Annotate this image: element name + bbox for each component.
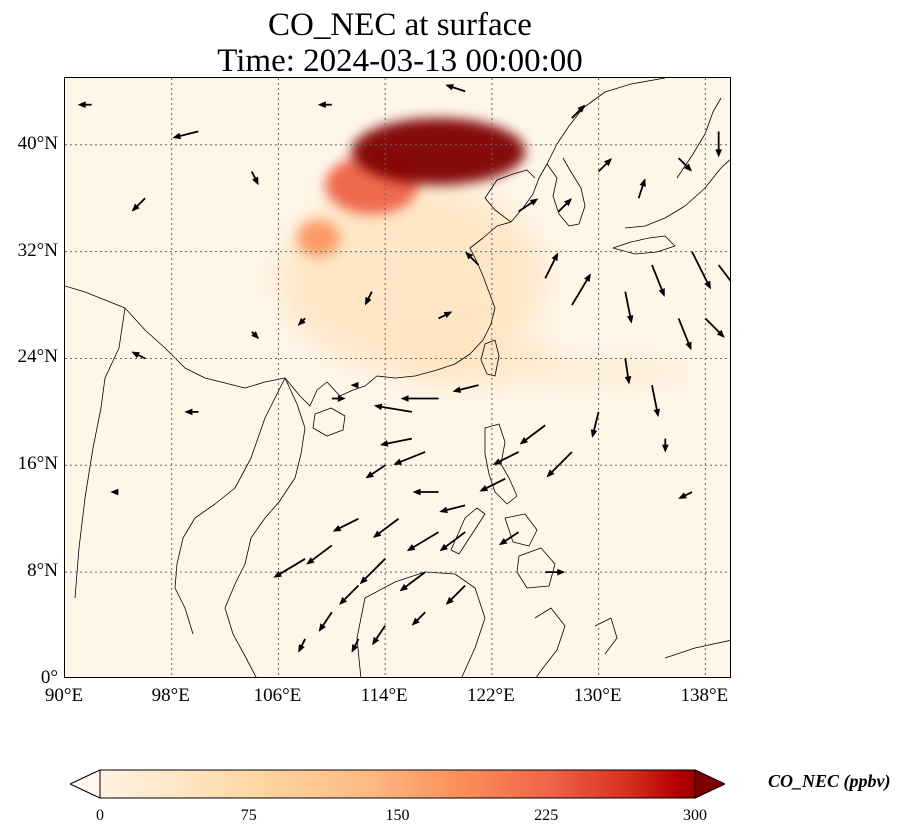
wind-arrow	[399, 571, 426, 592]
wind-arrow	[250, 171, 259, 186]
wind-arrow	[465, 251, 480, 266]
wind-arrow	[590, 411, 600, 438]
wind-arrow	[411, 611, 426, 626]
wind-arrow	[691, 251, 711, 290]
wind-arrow	[297, 317, 306, 326]
colorbar-tick-label: 225	[534, 807, 559, 824]
wind-arrow	[364, 291, 373, 306]
wind-arrow	[637, 178, 646, 199]
wind-arrow	[372, 518, 400, 538]
wind-arrow	[445, 584, 466, 605]
wind-arrow	[571, 104, 586, 119]
wind-arrow	[452, 384, 479, 393]
lat-tick-label: 0°	[40, 667, 58, 688]
map-canvas	[65, 78, 730, 677]
colorbar-label: CO_NEC (ppbv)	[768, 771, 891, 791]
coastlines	[65, 78, 730, 677]
wind-arrow	[317, 101, 332, 109]
wind-arrow	[379, 437, 413, 447]
lat-tick-label: 24°N	[17, 346, 58, 368]
graticule	[65, 78, 730, 677]
wind-arrow	[365, 464, 386, 479]
lon-tick-label: 122°E	[467, 685, 515, 706]
wind-arrow	[131, 351, 146, 360]
wind-arrow	[624, 358, 632, 385]
wind-arrow	[479, 477, 506, 492]
wind-arrow	[393, 451, 426, 465]
wind-arrow	[651, 264, 665, 297]
wind-arrow	[359, 558, 386, 585]
wind-arrow	[498, 531, 520, 546]
wind-arrow	[518, 198, 539, 213]
wind-arrow	[439, 531, 466, 552]
wind-arrow	[651, 385, 661, 418]
lon-tick-label: 98°E	[151, 685, 190, 706]
wind-arrow	[678, 157, 693, 172]
wind-arrow	[492, 451, 519, 465]
wind-arrow	[544, 252, 559, 279]
wind-arrow	[662, 438, 669, 453]
wind-arrow	[406, 531, 439, 552]
wind-arrow	[77, 101, 92, 109]
wind-arrow	[571, 273, 591, 306]
lat-tick-label: 8°N	[27, 560, 58, 582]
wind-arrow	[704, 317, 725, 338]
colorbar-gradient	[68, 769, 727, 799]
wind-arrow	[597, 158, 613, 173]
map-panel	[64, 77, 731, 678]
wind-arrow	[439, 504, 466, 514]
plume-pacific-band	[531, 358, 692, 386]
wind-arrow	[624, 291, 634, 324]
wind-arrow	[184, 408, 199, 416]
lat-tick-label: 16°N	[17, 453, 58, 475]
wind-arrow	[717, 264, 730, 282]
colorbar-tick-label: 75	[240, 807, 257, 824]
wind-arrow	[546, 451, 573, 478]
colorbar-tick-label: 300	[683, 807, 707, 824]
lat-tick-label: 32°N	[17, 239, 58, 261]
lat-tick-label: 40°N	[17, 132, 58, 154]
wind-arrow	[251, 331, 260, 340]
lon-tick-label: 90°E	[44, 685, 84, 706]
wind-arrow	[306, 544, 333, 565]
wind-arrow	[412, 488, 439, 496]
map-title: CO_NEC at surface	[268, 7, 532, 43]
lon-tick-label: 138°E	[680, 685, 729, 706]
wind-arrow	[715, 131, 722, 158]
wind-vectors	[77, 84, 730, 653]
wind-arrow	[298, 638, 306, 653]
wind-arrow	[545, 568, 566, 576]
wind-arrow	[400, 395, 439, 402]
colorbar-tick-label: 0	[96, 807, 104, 824]
wind-arrow	[445, 84, 466, 93]
lon-tick-label: 106°E	[253, 685, 302, 706]
wind-arrow	[557, 198, 572, 213]
wind-arrow	[519, 424, 546, 445]
wind-arrow	[351, 638, 360, 653]
wind-arrow	[318, 611, 333, 632]
wind-arrow	[677, 318, 692, 351]
wind-arrow	[438, 311, 453, 320]
wind-arrow	[350, 381, 359, 389]
wind-arrow	[273, 558, 306, 578]
wind-arrow	[331, 395, 346, 402]
wind-arrow	[339, 584, 360, 605]
plume-north-china-core	[351, 118, 526, 185]
map-time-subtitle: Time: 2024-03-13 00:00:00	[217, 43, 583, 79]
wind-arrow	[332, 517, 359, 532]
wind-arrow	[131, 197, 146, 212]
lon-tick-label: 114°E	[360, 685, 408, 706]
wind-arrow	[372, 625, 386, 646]
colorbar-tick-label: 150	[385, 807, 410, 824]
wind-arrow	[373, 403, 412, 413]
plume-north-china-tail	[297, 219, 340, 257]
wind-arrow	[678, 491, 693, 499]
colorbar	[68, 769, 727, 799]
concentration-field	[278, 118, 692, 386]
wind-arrow	[172, 130, 199, 140]
plume-east-china-haze	[278, 184, 546, 372]
lon-tick-label: 130°E	[573, 685, 622, 706]
wind-arrow	[110, 488, 119, 496]
